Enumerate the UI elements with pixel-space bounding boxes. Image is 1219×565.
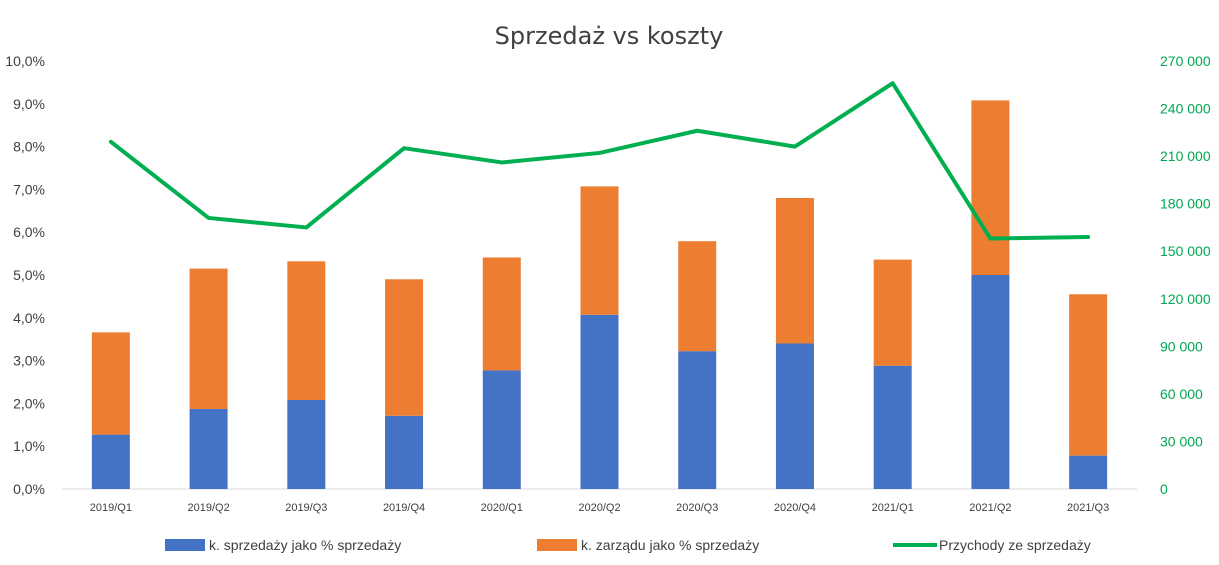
x-tick-label: 2019/Q1 bbox=[90, 502, 132, 514]
legend-swatch-1 bbox=[537, 539, 577, 551]
bar-zarzadu-9 bbox=[971, 100, 1010, 275]
y-left-tick-label: 5,0% bbox=[13, 267, 45, 283]
bar-sprzedazy-8 bbox=[873, 365, 912, 489]
bar-zarzadu-10 bbox=[1069, 294, 1108, 456]
bar-sprzedazy-6 bbox=[678, 351, 717, 489]
legend: k. sprzedaży jako % sprzedaży k. zarządu … bbox=[165, 537, 1091, 553]
bar-sprzedazy-0 bbox=[91, 434, 130, 489]
y-left-tick-label: 10,0% bbox=[5, 53, 45, 69]
x-tick-label: 2020/Q3 bbox=[676, 502, 718, 514]
legend-label-0: k. sprzedaży jako % sprzedaży bbox=[209, 537, 401, 553]
x-tick-label: 2021/Q1 bbox=[872, 502, 914, 514]
y-left-tick-label: 9,0% bbox=[13, 96, 45, 112]
y-right-tick-label: 30 000 bbox=[1160, 433, 1203, 449]
bar-zarzadu-7 bbox=[775, 197, 814, 344]
y-right-tick-label: 210 000 bbox=[1160, 148, 1211, 164]
bar-sprzedazy-10 bbox=[1069, 455, 1108, 489]
y-right-tick-label: 180 000 bbox=[1160, 196, 1211, 212]
y-left-tick-label: 2,0% bbox=[13, 395, 45, 411]
y-right-tick-label: 150 000 bbox=[1160, 243, 1211, 259]
y-left-tick-label: 8,0% bbox=[13, 139, 45, 155]
x-tick-label: 2019/Q4 bbox=[383, 502, 425, 514]
x-tick-label: 2021/Q3 bbox=[1067, 502, 1109, 514]
y-right-tick-label: 240 000 bbox=[1160, 101, 1211, 117]
x-tick-label: 2020/Q2 bbox=[578, 502, 620, 514]
bar-zarzadu-1 bbox=[189, 268, 228, 409]
y-left-tick-label: 1,0% bbox=[13, 438, 45, 454]
bar-sprzedazy-5 bbox=[580, 314, 619, 489]
legend-label-1: k. zarządu jako % sprzedaży bbox=[581, 537, 759, 553]
y-left-tick-label: 0,0% bbox=[13, 481, 45, 497]
bar-zarzadu-4 bbox=[482, 257, 521, 371]
bar-zarzadu-3 bbox=[385, 279, 424, 416]
y-left-tick-label: 7,0% bbox=[13, 181, 45, 197]
x-tick-label: 2020/Q4 bbox=[774, 502, 816, 514]
x-tick-label: 2021/Q2 bbox=[969, 502, 1011, 514]
y-left-tick-label: 6,0% bbox=[13, 224, 45, 240]
bar-sprzedazy-2 bbox=[287, 399, 326, 489]
bar-zarzadu-8 bbox=[873, 259, 912, 366]
bar-zarzadu-0 bbox=[91, 332, 130, 435]
plot-area: 0,0% 1,0% 2,0% 3,0% 4,0% 5,0% 6,0% 7,0% 8,0% 9,0%… bbox=[5, 53, 1211, 514]
y-right-tick-label: 270 000 bbox=[1160, 53, 1211, 69]
legend-swatch-0 bbox=[165, 539, 205, 551]
y-right-tick-label: 90 000 bbox=[1160, 338, 1203, 354]
y-right-tick-label: 60 000 bbox=[1160, 386, 1203, 402]
x-tick-label: 2019/Q2 bbox=[187, 502, 229, 514]
x-tick-label: 2019/Q3 bbox=[285, 502, 327, 514]
bar-zarzadu-5 bbox=[580, 186, 619, 315]
y-right-tick-label: 120 000 bbox=[1160, 291, 1211, 307]
x-tick-label: 2020/Q1 bbox=[481, 502, 523, 514]
bar-sprzedazy-7 bbox=[775, 343, 814, 489]
bar-sprzedazy-4 bbox=[482, 370, 521, 489]
y-right-tick-label: 0 bbox=[1160, 481, 1168, 497]
legend-label-2: Przychody ze sprzedaży bbox=[939, 537, 1091, 553]
bar-sprzedazy-1 bbox=[189, 408, 228, 489]
y-left-tick-label: 4,0% bbox=[13, 310, 45, 326]
chart-title: Sprzedaż vs koszty bbox=[495, 22, 724, 50]
bar-sprzedazy-3 bbox=[385, 415, 424, 489]
bar-zarzadu-2 bbox=[287, 261, 326, 400]
bar-zarzadu-6 bbox=[678, 241, 717, 352]
bar-sprzedazy-9 bbox=[971, 275, 1010, 489]
y-left-tick-label: 3,0% bbox=[13, 353, 45, 369]
